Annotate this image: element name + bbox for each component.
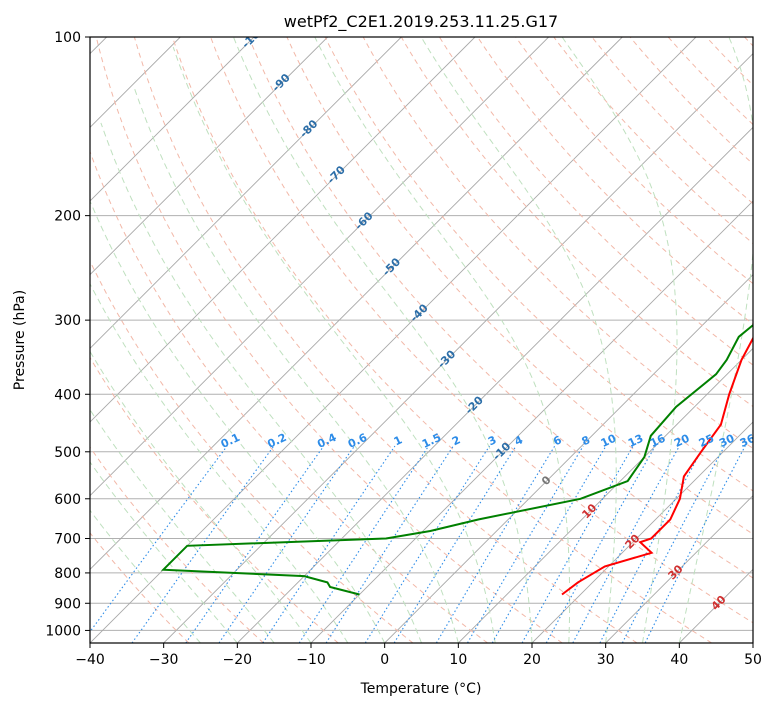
y-tick-label: 900 <box>54 596 81 612</box>
y-tick-label: 400 <box>54 387 81 403</box>
y-axis-title: Pressure (hPa) <box>12 290 28 390</box>
x-tick-label: −20 <box>223 652 253 668</box>
y-tick-label: 800 <box>54 566 81 582</box>
y-tick-label: 200 <box>54 209 81 225</box>
x-tick-label: 20 <box>523 652 541 668</box>
x-tick-label: −40 <box>75 652 105 668</box>
y-tick-label: 600 <box>54 492 81 508</box>
x-tick-label: −10 <box>296 652 326 668</box>
y-tick-label: 100 <box>54 30 81 46</box>
x-tick-label: 10 <box>449 652 467 668</box>
x-axis-title: Temperature (°C) <box>360 681 482 697</box>
y-tick-label: 300 <box>54 313 81 329</box>
x-tick-label: 50 <box>744 652 762 668</box>
y-tick-label: 700 <box>54 532 81 548</box>
x-tick-label: 0 <box>380 652 389 668</box>
y-tick-label: 1000 <box>45 623 81 639</box>
y-tick-label: 500 <box>54 445 81 461</box>
x-tick-label: −30 <box>149 652 179 668</box>
x-tick-label: 40 <box>670 652 688 668</box>
x-tick-label: 30 <box>597 652 615 668</box>
chart-title: wetPf2_C2E1.2019.253.11.25.G17 <box>284 12 558 32</box>
